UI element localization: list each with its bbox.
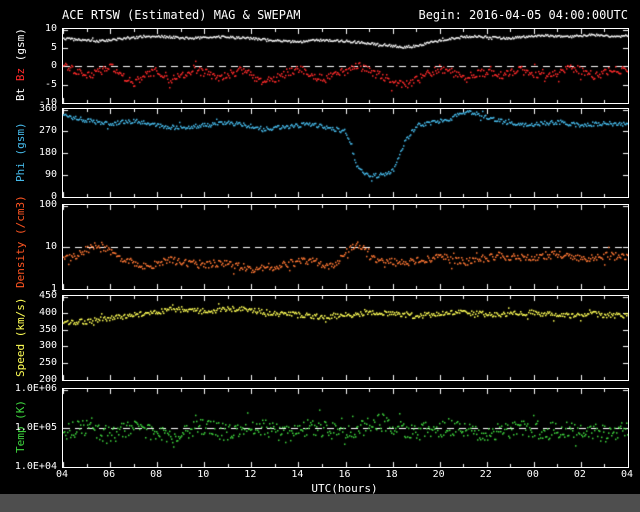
y-tick-label: 300 bbox=[38, 340, 57, 352]
y-tick-label: 90 bbox=[44, 169, 57, 180]
x-tick-label: 18 bbox=[385, 469, 398, 480]
panel-phi bbox=[62, 108, 629, 198]
y-tick-label: -10 bbox=[38, 97, 57, 108]
x-tick-label: 22 bbox=[479, 469, 492, 480]
x-tick-label: 14 bbox=[291, 469, 304, 480]
y-tick-label: 180 bbox=[38, 147, 57, 158]
y-tick-label: 0 bbox=[50, 60, 57, 71]
y-tick-label: 10 bbox=[44, 23, 57, 34]
begin-timestamp: Begin: 2016-04-05 04:00:00UTC bbox=[418, 8, 628, 22]
x-tick-label: 06 bbox=[103, 469, 116, 480]
x-tick-label: 08 bbox=[150, 469, 163, 480]
x-tick-label: 02 bbox=[573, 469, 586, 480]
y-tick-label: 450 bbox=[38, 290, 57, 301]
y-tick-label: 250 bbox=[38, 357, 57, 369]
y-tick-label: 1.0E+05 bbox=[14, 422, 57, 433]
panel-temp bbox=[62, 388, 629, 468]
y-tick-label: 1 bbox=[50, 283, 57, 294]
panel-density bbox=[62, 204, 629, 290]
panel-canvas-bt-bz bbox=[63, 29, 628, 103]
x-tick-label: 16 bbox=[338, 469, 351, 480]
y-tick-label: 0 bbox=[50, 191, 57, 202]
panel-canvas-speed bbox=[63, 296, 628, 380]
footer-bar: start DOY: 96 caution: ACE maneuver crea… bbox=[0, 494, 640, 512]
y-tick-label: -5 bbox=[44, 78, 57, 90]
y-tick-label: 270 bbox=[38, 125, 57, 136]
x-axis-tick-labels: 04 06 08 10 12 14 16 18 20 22 00 02 04 bbox=[0, 469, 640, 481]
x-tick-label: 12 bbox=[244, 469, 257, 480]
y-tick-label: 5 bbox=[50, 41, 57, 53]
y-tick-label: 200 bbox=[38, 374, 57, 385]
x-tick-label: 04 bbox=[55, 469, 69, 480]
x-tick-label: 00 bbox=[526, 469, 539, 480]
y-tick-label: 350 bbox=[38, 323, 57, 335]
y-tick-label: 100 bbox=[38, 199, 57, 210]
plot-title: ACE RTSW (Estimated) MAG & SWEPAM bbox=[62, 8, 301, 22]
panel-canvas-phi bbox=[63, 109, 628, 197]
x-tick-label: 04 bbox=[620, 469, 634, 480]
x-tick-label: 20 bbox=[432, 469, 445, 480]
panel-canvas-temp bbox=[63, 389, 628, 467]
x-axis-title: UTC(hours) bbox=[311, 482, 378, 495]
panel-speed bbox=[62, 295, 629, 381]
x-tick-label: 10 bbox=[197, 469, 210, 480]
y-tick-label: 10 bbox=[44, 241, 57, 252]
y-tick-label: 1.0E+04 bbox=[14, 461, 57, 472]
y-tick-label: 400 bbox=[38, 306, 57, 318]
panel-canvas-density bbox=[63, 205, 628, 289]
y-tick-label: 360 bbox=[38, 103, 57, 114]
panel-bt-bz bbox=[62, 28, 629, 104]
y-tick-label: 1.0E+06 bbox=[14, 383, 57, 394]
